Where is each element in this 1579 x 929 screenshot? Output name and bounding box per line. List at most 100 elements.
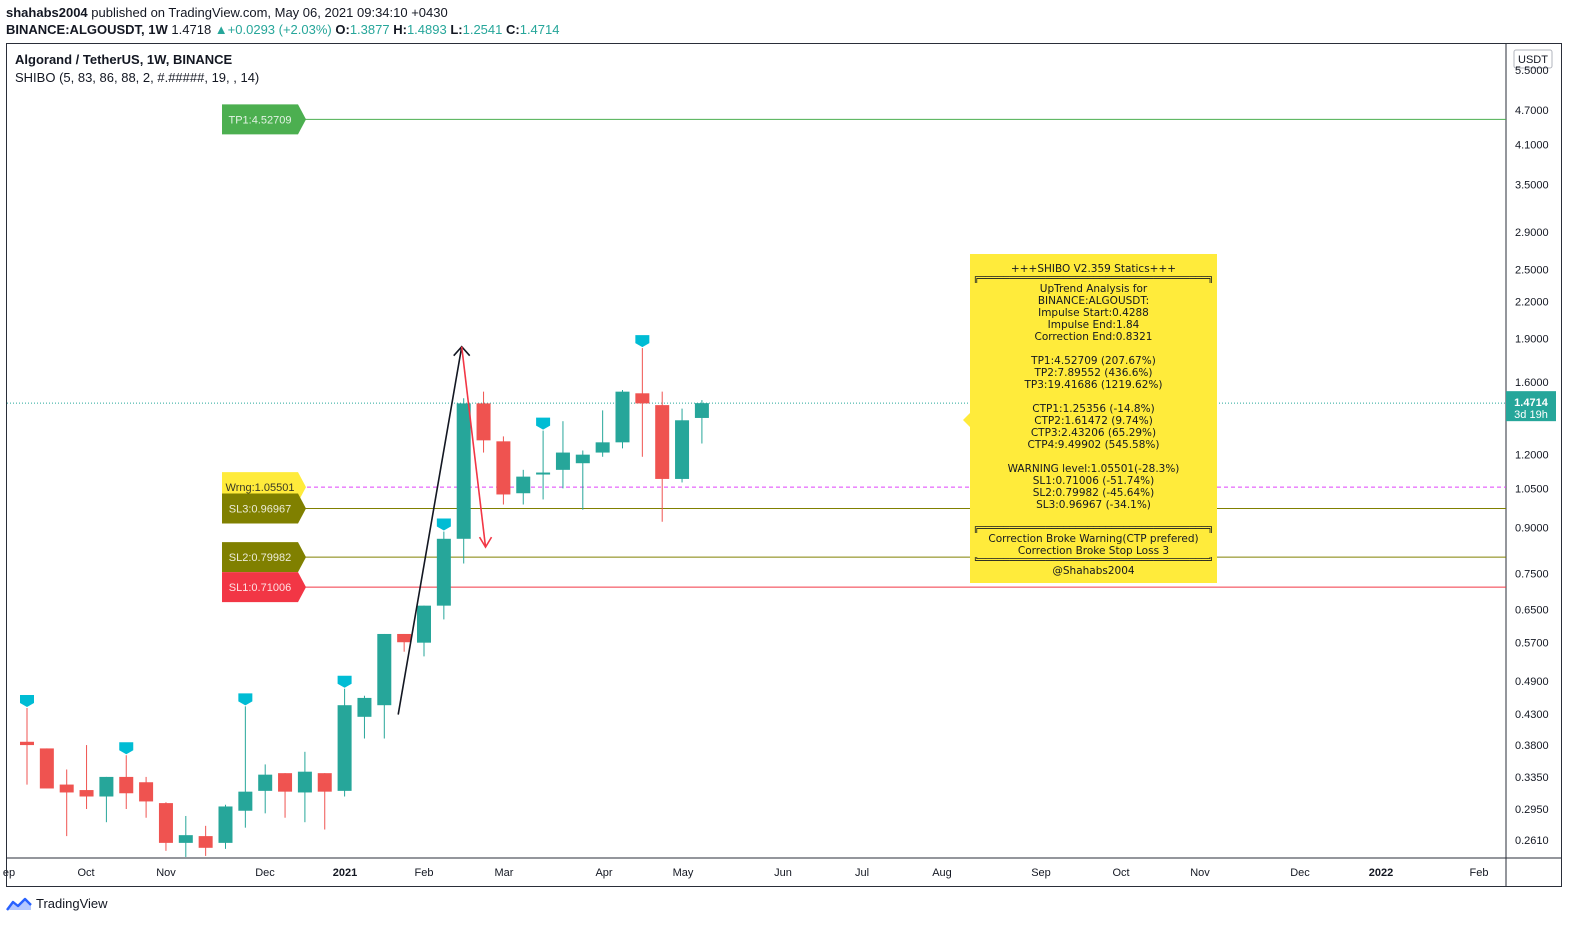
candle-body bbox=[675, 420, 690, 479]
stats-line: Impulse End:1.84 bbox=[1047, 319, 1140, 331]
x-tick-label: Apr bbox=[595, 867, 612, 879]
candle-body bbox=[635, 393, 650, 404]
correction-line bbox=[460, 346, 487, 548]
stats-title: +++SHIBO V2.359 Statics+++ bbox=[1010, 263, 1177, 275]
level-label: SL2:0.79982 bbox=[229, 552, 291, 564]
x-tick-label: Nov bbox=[156, 867, 176, 879]
currency-tag bbox=[1513, 49, 1553, 69]
level-label-box bbox=[222, 104, 306, 135]
level-label: SL1:0.71006 bbox=[229, 582, 291, 594]
stats-divider-mid: ╔══════════════════════════════════════╗ bbox=[973, 525, 1214, 533]
indicator-legend[interactable]: SHIBO (5, 83, 86, 88, 2, #.#####, 19, , … bbox=[15, 70, 260, 85]
y-tick-label: 4.7000 bbox=[1515, 105, 1549, 117]
stats-box-pointer bbox=[963, 412, 971, 428]
candle-body bbox=[357, 697, 372, 717]
impulse-line bbox=[397, 346, 463, 715]
x-tick-label: Dec bbox=[1290, 867, 1310, 879]
level-label-box bbox=[222, 493, 306, 524]
signal-marker-icon bbox=[337, 675, 352, 688]
stats-note-1: Correction Broke Warning(CTP prefered) bbox=[988, 533, 1199, 545]
candle-body bbox=[456, 403, 471, 539]
y-tick-label: 0.7500 bbox=[1515, 568, 1549, 580]
candle-body bbox=[595, 442, 610, 453]
y-tick-label: 0.9000 bbox=[1515, 522, 1549, 534]
footer-brand[interactable]: TradingView bbox=[6, 896, 108, 911]
candle-body bbox=[417, 605, 431, 643]
stats-line: CTP3:2.43206 (65.29%) bbox=[1030, 427, 1157, 439]
stats-line: WARNING level:1.05501(-28.3%) bbox=[1007, 463, 1180, 475]
change-text: +0.0293 (+2.03%) bbox=[227, 22, 332, 37]
stats-line: UpTrend Analysis for bbox=[1039, 283, 1148, 295]
chart-legend-title[interactable]: Algorand / TetherUS, 1W, BINANCE bbox=[15, 52, 233, 67]
candle-body bbox=[397, 633, 412, 643]
open-label: O: bbox=[335, 22, 350, 37]
level-label-box bbox=[222, 542, 306, 573]
x-tick-label: Oct bbox=[77, 867, 94, 879]
level-label: TP1:4.52709 bbox=[229, 114, 292, 126]
candle-body bbox=[139, 782, 154, 802]
stats-divider-bottom: ╚══════════════════════════════════════╝ bbox=[973, 557, 1214, 565]
candle-body bbox=[317, 773, 332, 792]
stats-line: Impulse Start:0.4288 bbox=[1038, 307, 1149, 319]
candle-body bbox=[218, 806, 233, 843]
candle-body bbox=[198, 836, 213, 848]
level-label-box bbox=[222, 572, 306, 603]
author-name[interactable]: shahabs2004 bbox=[6, 5, 88, 20]
stats-spacer bbox=[970, 343, 1217, 355]
candle-body bbox=[615, 391, 630, 443]
tradingview-logo-icon bbox=[6, 897, 32, 911]
price-badge-value: 1.4714 bbox=[1514, 397, 1549, 409]
footer-brand-text: TradingView bbox=[36, 896, 108, 911]
y-tick-label: 0.2610 bbox=[1515, 835, 1549, 847]
candle-body bbox=[575, 454, 590, 464]
y-tick-label: 0.2950 bbox=[1515, 804, 1549, 816]
candle-body bbox=[516, 476, 531, 494]
stats-spacer bbox=[970, 391, 1217, 403]
candle-body bbox=[476, 403, 491, 441]
x-tick-label: Mar bbox=[495, 867, 514, 879]
candle-body bbox=[436, 538, 451, 606]
x-tick-label: 2022 bbox=[1369, 867, 1393, 879]
candle-body bbox=[337, 705, 352, 791]
stats-lines: UpTrend Analysis for BINANCE:ALGOUSDT: Imp… bbox=[970, 283, 1217, 511]
candle-body bbox=[555, 452, 570, 470]
stats-line: CTP4:9.49902 (545.58%) bbox=[1027, 439, 1160, 451]
stats-line: SL2:0.79982 (-45.64%) bbox=[1032, 487, 1155, 499]
candle-body bbox=[39, 748, 54, 789]
close-value: 1.4714 bbox=[519, 22, 560, 37]
y-tick-label: 4.1000 bbox=[1515, 139, 1549, 151]
signal-marker-icon bbox=[119, 742, 134, 755]
x-tick-label: Oct bbox=[1112, 867, 1129, 879]
signal-marker-icon bbox=[536, 417, 551, 430]
up-arrow-icon: ▲ bbox=[214, 22, 228, 37]
candle-body bbox=[238, 791, 253, 811]
symbol-text: BINANCE:ALGOUSDT, 1W bbox=[6, 22, 168, 37]
stats-line: SL1:0.71006 (-51.74%) bbox=[1032, 475, 1155, 487]
signal-marker-icon bbox=[436, 518, 451, 531]
x-tick-label: ep bbox=[3, 867, 15, 879]
y-tick-label: 0.6500 bbox=[1515, 605, 1549, 617]
stats-line: CTP2:1.61472 (9.74%) bbox=[1034, 415, 1153, 427]
candle-body bbox=[694, 403, 709, 418]
y-tick-label: 0.4900 bbox=[1515, 676, 1549, 688]
signal-marker-icon bbox=[238, 693, 253, 706]
signal-marker-icon bbox=[635, 335, 650, 348]
stats-divider-top: ╔══════════════════════════════════════╗ bbox=[973, 275, 1214, 283]
x-tick-label: Aug bbox=[932, 867, 952, 879]
high-label: H: bbox=[393, 22, 407, 37]
candle-body bbox=[278, 773, 293, 792]
candle-body bbox=[178, 835, 193, 843]
stats-line: CTP1:1.25356 (-14.8%) bbox=[1032, 403, 1155, 415]
y-tick-label: 0.3350 bbox=[1515, 772, 1549, 784]
stats-line: TP2:7.89552 (436.6%) bbox=[1034, 367, 1153, 379]
candle-body bbox=[377, 633, 392, 706]
candle-body bbox=[496, 441, 511, 495]
x-tick-label: Feb bbox=[1470, 867, 1489, 879]
currency-label: USDT bbox=[1518, 54, 1548, 66]
x-tick-label: Jul bbox=[855, 867, 869, 879]
last-price: 1.4718 bbox=[171, 22, 212, 37]
stats-line: TP1:4.52709 (207.67%) bbox=[1031, 355, 1156, 367]
impulse-arrow-head bbox=[453, 345, 471, 357]
y-tick-label: 1.0500 bbox=[1515, 483, 1549, 495]
